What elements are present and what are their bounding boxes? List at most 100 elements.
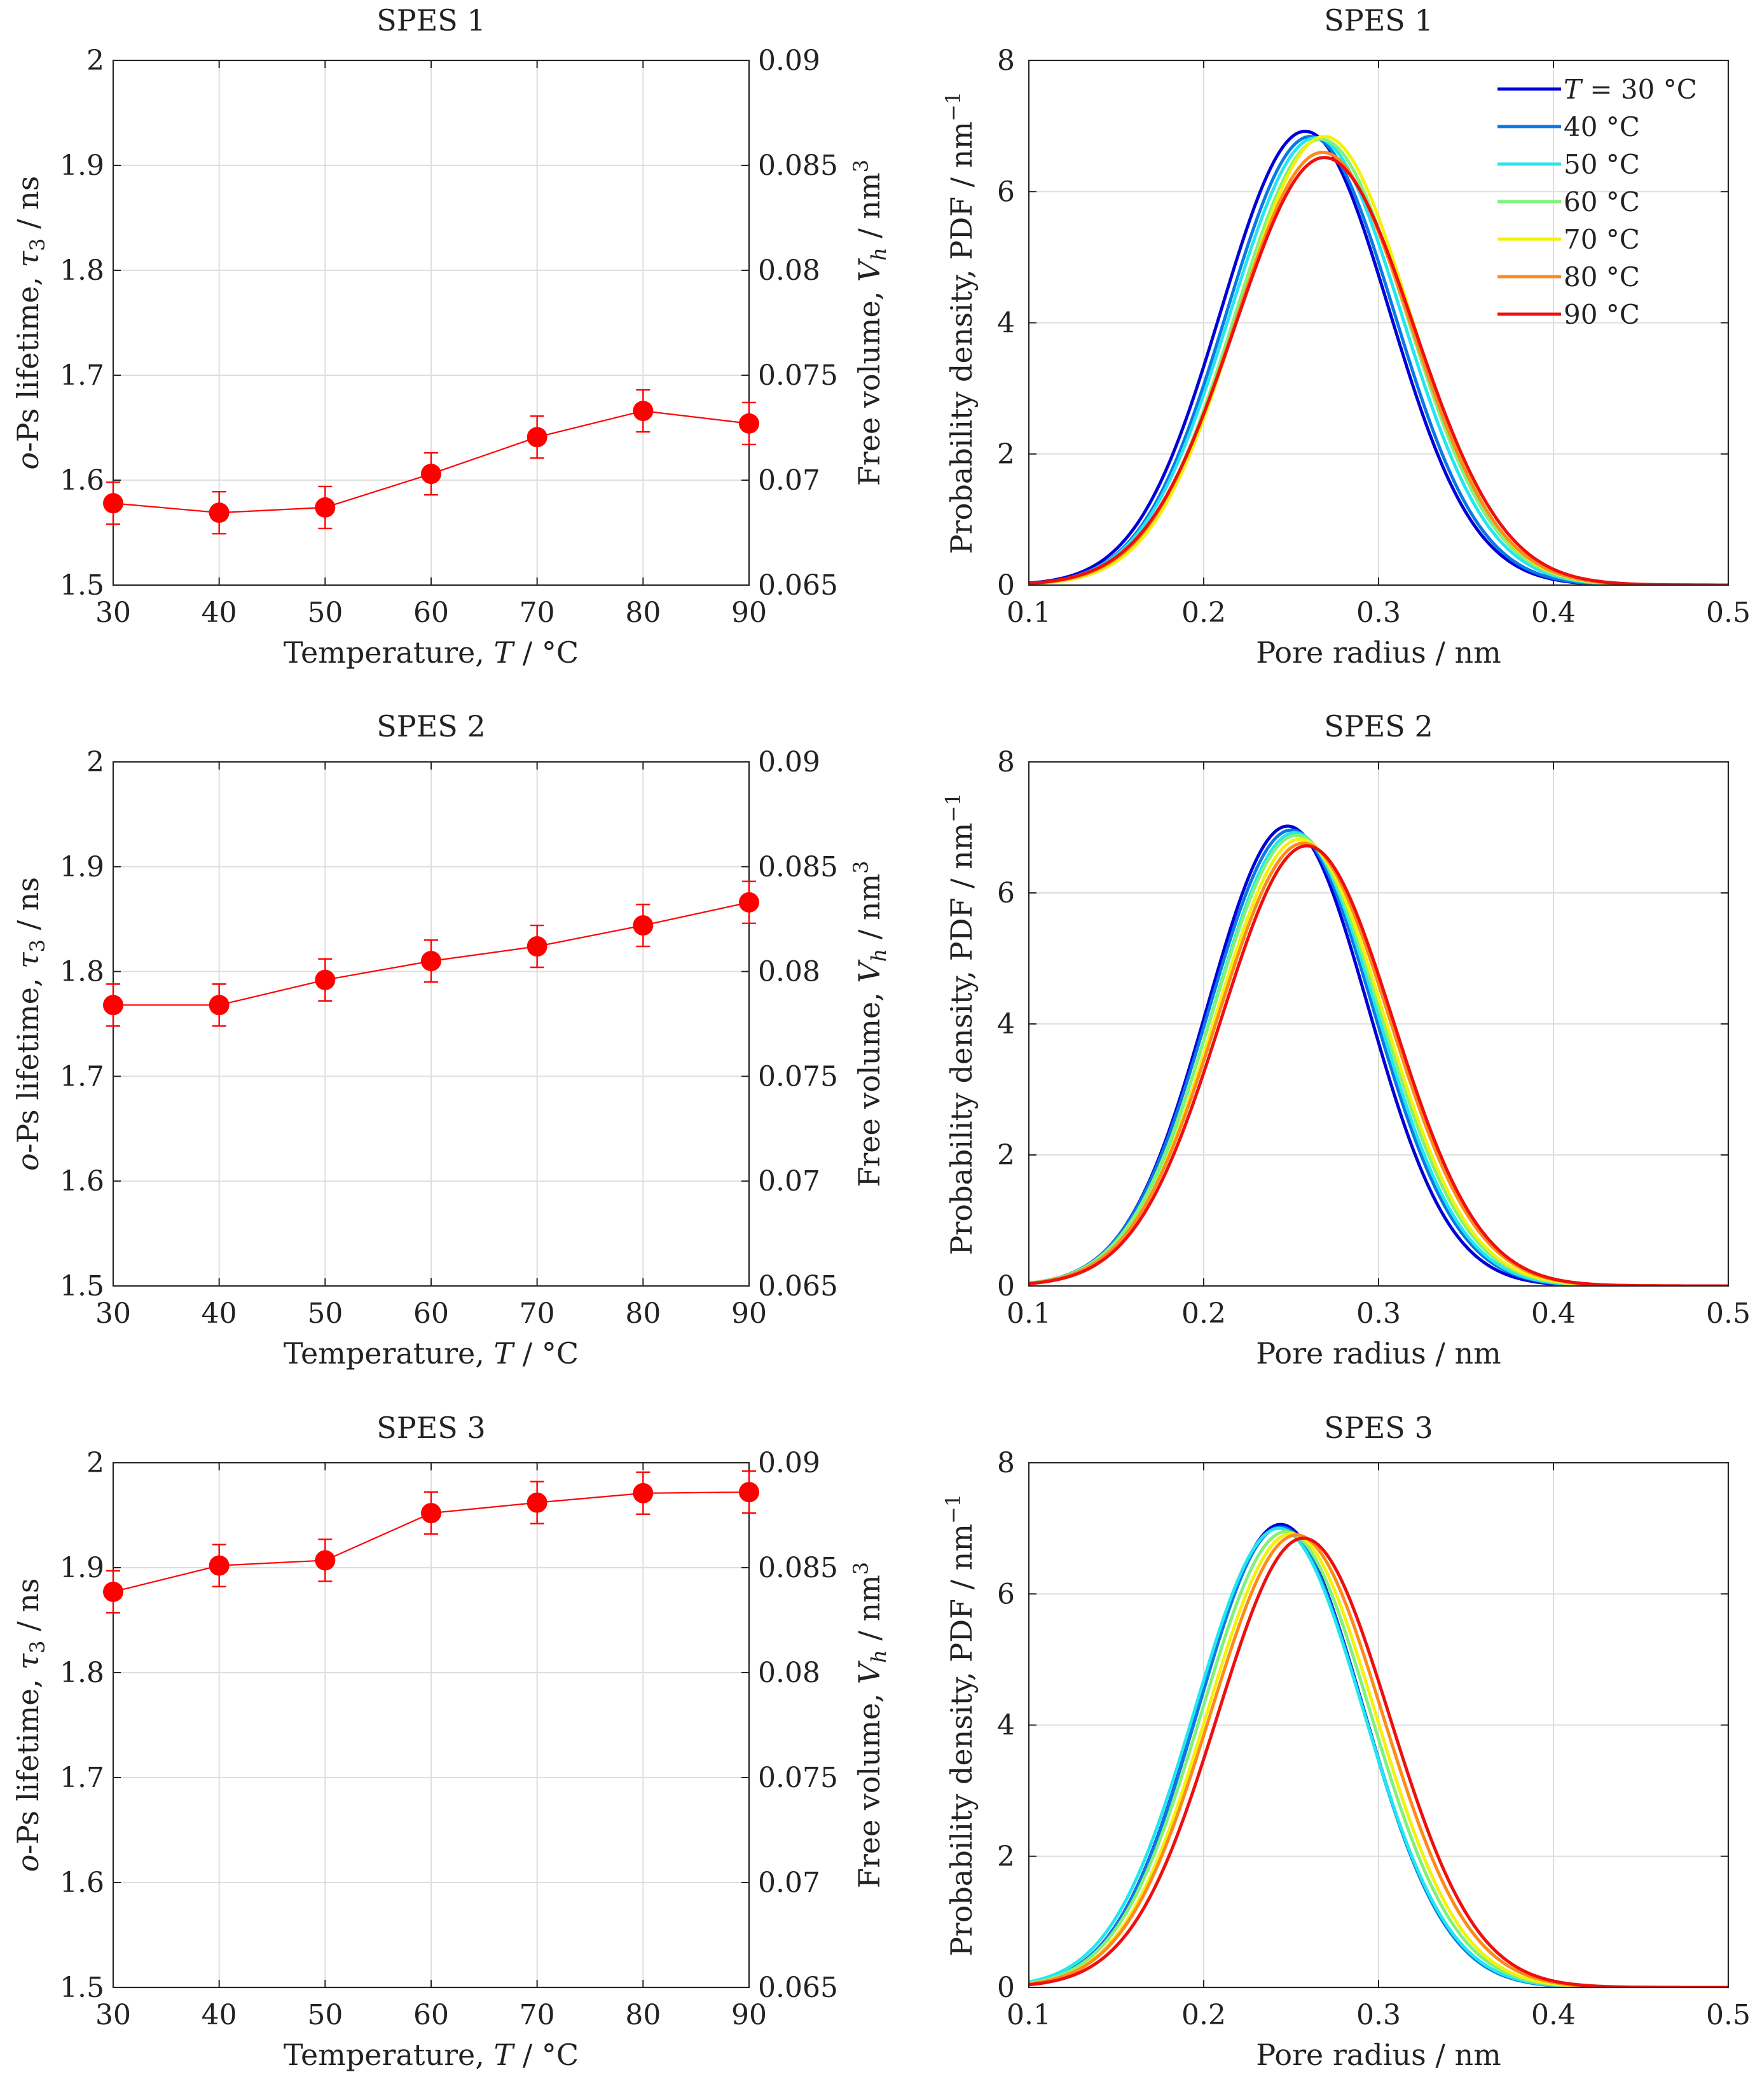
data-point bbox=[103, 493, 123, 514]
pdf-curve-90c bbox=[1029, 156, 1728, 585]
y-axis-label: Probability density, PDF / nm−1 bbox=[941, 92, 979, 554]
panel-pdf-3: 0.1 0.2 0.3 0.4 0.5 0 2 4 6 8 SPES 3 Pore radius / … bbox=[941, 1411, 1751, 2072]
chart-title: SPES 3 bbox=[376, 1411, 485, 1445]
y2-axis-label: Free volume, Vh / nm3 bbox=[849, 860, 891, 1187]
y2-tick-label: 0.09 bbox=[758, 45, 820, 77]
y-tick-label: 4 bbox=[997, 307, 1015, 340]
x-tick-label: 0.3 bbox=[1356, 1297, 1401, 1330]
x-tick-label: 0.4 bbox=[1531, 1999, 1576, 2031]
x-tick-label: 0.5 bbox=[1706, 1297, 1751, 1330]
x-tick-label: 70 bbox=[520, 1297, 555, 1330]
y-tick-label: 4 bbox=[997, 1710, 1015, 1742]
legend-label: 50 °C bbox=[1564, 149, 1640, 180]
chart-title: SPES 1 bbox=[376, 3, 485, 38]
x-tick-label: 30 bbox=[95, 1999, 131, 2031]
legend-label: 80 °C bbox=[1564, 261, 1640, 293]
x-tick-label: 60 bbox=[413, 1999, 449, 2031]
x-tick-label: 0.3 bbox=[1356, 597, 1401, 629]
axes-frame bbox=[112, 1461, 750, 1989]
y2-tick-label: 0.075 bbox=[758, 359, 838, 392]
y-tick-label: 1.5 bbox=[60, 1972, 104, 2004]
y-tick-label: 0 bbox=[997, 1270, 1015, 1302]
data-point bbox=[633, 915, 654, 936]
x-tick-label: 60 bbox=[413, 597, 449, 629]
y-tick-label: 8 bbox=[997, 1447, 1015, 1479]
chart-title: SPES 2 bbox=[1324, 709, 1433, 743]
chart-title: SPES 3 bbox=[1324, 1411, 1433, 1445]
axes-frame bbox=[1028, 1461, 1730, 1989]
y-tick-label: 1.9 bbox=[60, 851, 104, 883]
data-point bbox=[315, 1550, 336, 1571]
x-tick-label: 40 bbox=[202, 1999, 237, 2031]
x-tick-label: 0.4 bbox=[1531, 1297, 1576, 1330]
y-tick-label: 1.5 bbox=[60, 569, 104, 602]
y-tick-label: 2 bbox=[997, 1139, 1015, 1171]
x-tick-label: 0.3 bbox=[1356, 1999, 1401, 2031]
y-axis-label: o-Ps lifetime, τ3 / ns bbox=[11, 176, 50, 470]
data-point bbox=[209, 995, 230, 1016]
x-tick-label: 70 bbox=[520, 597, 555, 629]
x-axis-label: Pore radius / nm bbox=[1256, 2038, 1501, 2072]
data-point bbox=[527, 1492, 547, 1513]
x-tick-label: 0.1 bbox=[1007, 597, 1051, 629]
panel-pdf-2: 0.1 0.2 0.3 0.4 0.5 0 2 4 6 8 SPES 2 Pore radius / … bbox=[941, 709, 1751, 1371]
x-tick-label: 30 bbox=[95, 1297, 131, 1330]
y-tick-label: 6 bbox=[997, 877, 1015, 909]
x-axis-label: Pore radius / nm bbox=[1256, 1336, 1501, 1371]
data-point bbox=[739, 413, 759, 434]
x-tick-label: 90 bbox=[731, 1999, 767, 2031]
y2-tick-label: 0.07 bbox=[758, 1867, 820, 1899]
x-tick-label: 90 bbox=[731, 1297, 767, 1330]
panel-pdf-1: 0.1 0.2 0.3 0.4 0.5 0 2 4 6 8 T = 30 °C 40 °C 50 °C 6… bbox=[941, 3, 1751, 670]
x-tick-label: 0.5 bbox=[1706, 1999, 1751, 2031]
legend-label: 90 °C bbox=[1564, 299, 1640, 330]
data-point bbox=[421, 464, 441, 485]
x-tick-label: 70 bbox=[520, 1999, 555, 2031]
data-point bbox=[209, 502, 230, 523]
y2-tick-label: 0.07 bbox=[758, 1165, 820, 1198]
y2-tick-label: 0.08 bbox=[758, 956, 820, 988]
data-point bbox=[633, 1482, 654, 1503]
x-tick-label: 0.4 bbox=[1531, 597, 1576, 629]
data-point bbox=[103, 1581, 123, 1602]
y-tick-label: 1.6 bbox=[60, 1867, 104, 1899]
x-tick-label: 80 bbox=[625, 597, 661, 629]
x-tick-label: 0.5 bbox=[1706, 597, 1751, 629]
panel-lifetime-2: 30 40 50 60 70 80 90 1.5 1.6 1.7 1.8 1.9 2 0.065 0.07 0… bbox=[11, 709, 891, 1371]
y2-tick-label: 0.08 bbox=[758, 254, 820, 287]
y-tick-label: 0 bbox=[997, 569, 1015, 602]
y2-tick-label: 0.075 bbox=[758, 1060, 838, 1093]
data-point bbox=[315, 969, 336, 990]
y2-tick-label: 0.085 bbox=[758, 851, 838, 883]
y2-tick-label: 0.085 bbox=[758, 149, 838, 182]
x-axis-label: Temperature, T / °C bbox=[284, 635, 579, 670]
y-tick-label: 1.9 bbox=[60, 149, 104, 182]
y-tick-label: 2 bbox=[86, 45, 104, 77]
y2-axis-label: Free volume, Vh / nm3 bbox=[849, 1562, 891, 1888]
x-tick-label: 40 bbox=[202, 597, 237, 629]
x-tick-label: 0.1 bbox=[1007, 1999, 1051, 2031]
x-axis-label: Pore radius / nm bbox=[1256, 635, 1501, 670]
y2-tick-label: 0.065 bbox=[758, 1270, 838, 1302]
y-tick-label: 1.6 bbox=[60, 1165, 104, 1198]
x-axis-label: Temperature, T / °C bbox=[284, 1336, 579, 1371]
y2-tick-label: 0.075 bbox=[758, 1762, 838, 1794]
data-point bbox=[103, 995, 123, 1016]
data-point bbox=[739, 892, 759, 913]
y-tick-label: 8 bbox=[997, 746, 1015, 778]
x-tick-label: 80 bbox=[625, 1297, 661, 1330]
y-tick-label: 6 bbox=[997, 1578, 1015, 1610]
data-point bbox=[633, 401, 654, 422]
y-axis-label: o-Ps lifetime, τ3 / ns bbox=[11, 877, 50, 1171]
x-tick-label: 40 bbox=[202, 1297, 237, 1330]
legend-label: T = 30 °C bbox=[1564, 74, 1697, 105]
y-tick-label: 1.8 bbox=[60, 254, 104, 287]
panel-lifetime-1: 30 40 50 60 70 80 90 1.5 1.6 1.7 1.8 1.9 2 0.065 0.07 0… bbox=[11, 3, 891, 670]
x-tick-label: 50 bbox=[307, 597, 343, 629]
y-tick-label: 1.8 bbox=[60, 956, 104, 988]
x-tick-label: 0.1 bbox=[1007, 1297, 1051, 1330]
y2-tick-label: 0.07 bbox=[758, 464, 820, 497]
y-tick-label: 1.7 bbox=[60, 359, 104, 392]
x-tick-label: 0.2 bbox=[1181, 597, 1226, 629]
